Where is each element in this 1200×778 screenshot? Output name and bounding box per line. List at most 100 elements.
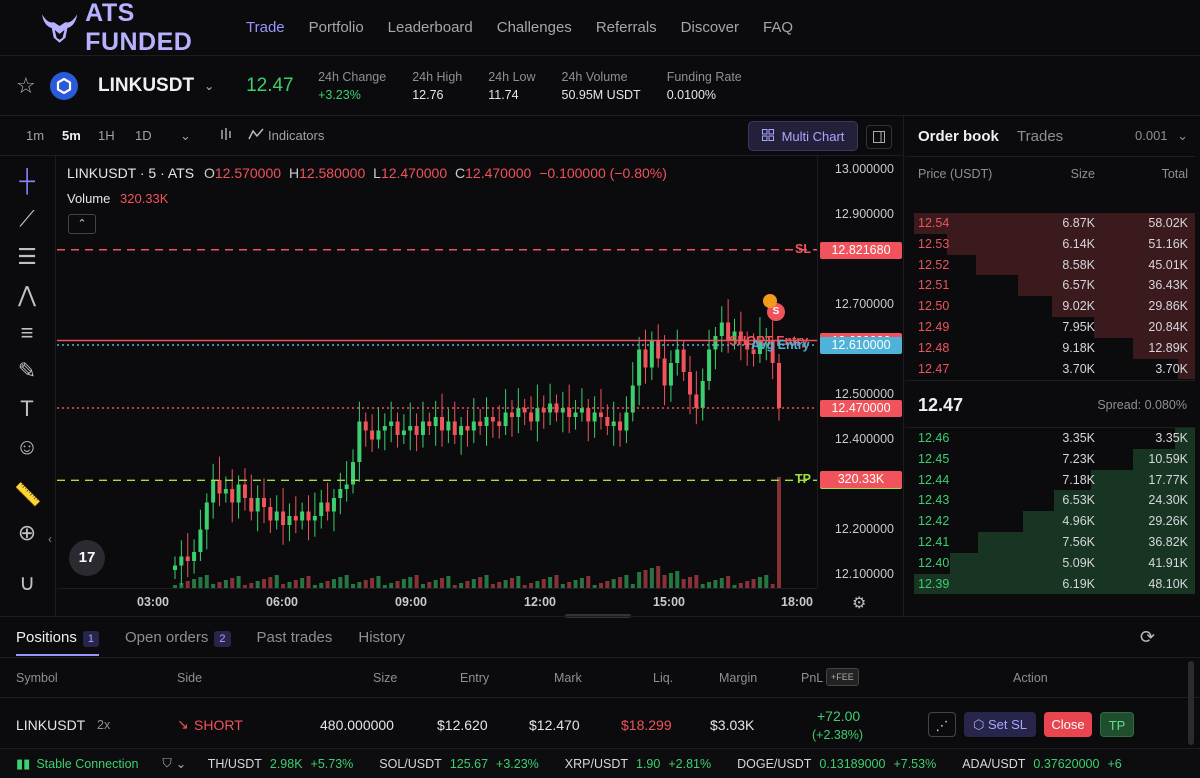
chart-type-icon[interactable] bbox=[220, 127, 248, 144]
ticker-item[interactable]: ADA/USDT 0.37620000 +6 bbox=[962, 757, 1122, 771]
pattern-icon[interactable]: ⋀ bbox=[17, 282, 37, 307]
chevron-down-icon[interactable]: ⌄ bbox=[175, 757, 187, 771]
ticker-item[interactable]: DOGE/USDT 0.13189000 +7.53% bbox=[737, 757, 936, 771]
indicators-button[interactable]: Indicators bbox=[268, 128, 325, 143]
tab-history[interactable]: History bbox=[358, 629, 405, 656]
candle bbox=[344, 461, 349, 588]
horizontal-lines-icon[interactable]: ☰ bbox=[17, 244, 37, 269]
brand-logo[interactable]: ATS FUNDED bbox=[40, 0, 246, 57]
interval-1H[interactable]: 1H bbox=[98, 128, 115, 143]
ruler-icon[interactable]: 📏 bbox=[14, 482, 42, 507]
fib-icon[interactable]: ≡ bbox=[20, 320, 34, 345]
chevron-down-icon[interactable]: ⌄ bbox=[180, 127, 191, 143]
bid-row[interactable]: 12.46 3.35K 3.35K bbox=[905, 428, 1195, 449]
trendline-icon[interactable]: ⟋ bbox=[19, 206, 35, 231]
bid-price: 12.45 bbox=[918, 451, 950, 466]
ticker-price: 0.13189000 bbox=[819, 756, 886, 771]
candle bbox=[586, 399, 591, 588]
precision-select[interactable]: 0.001 ⌄ bbox=[1135, 128, 1188, 144]
collapse-legend-icon[interactable]: ⌃ bbox=[68, 214, 96, 234]
candle bbox=[281, 488, 286, 588]
share-button[interactable]: ⋰ bbox=[928, 712, 956, 737]
symbol-selector[interactable]: LINKUSDT bbox=[98, 74, 195, 96]
tab-order-book[interactable]: Order book bbox=[918, 128, 999, 145]
ask-row[interactable]: 12.49 7.95K 20.84K bbox=[905, 317, 1195, 338]
tp-button[interactable]: TP bbox=[1100, 712, 1134, 737]
ask-row[interactable]: 12.51 6.57K 36.43K bbox=[905, 275, 1195, 297]
stat-value: 0.0100% bbox=[666, 87, 717, 102]
stat-label: 24h Low bbox=[488, 69, 536, 84]
refresh-icon[interactable]: ⟳ bbox=[1140, 627, 1156, 647]
multi-chart-button[interactable]: Multi Chart bbox=[748, 121, 858, 151]
magnet-icon[interactable]: ∪ bbox=[18, 570, 36, 595]
interval-5m[interactable]: 5m bbox=[62, 128, 81, 143]
filter-icon[interactable]: ⛉ bbox=[162, 756, 172, 770]
tab-positions[interactable]: Positions 1 bbox=[16, 629, 99, 656]
candle bbox=[516, 388, 521, 588]
text-tool-icon[interactable]: T bbox=[20, 396, 34, 421]
stat-value: 11.74 bbox=[488, 87, 519, 102]
depth-bar bbox=[913, 573, 1195, 595]
depth-bar bbox=[1023, 511, 1195, 532]
fee-toggle[interactable]: +FEE bbox=[826, 668, 859, 686]
bid-row[interactable]: 12.41 7.56K 36.82K bbox=[905, 532, 1195, 553]
nav-leaderboard[interactable]: Leaderboard bbox=[387, 19, 473, 36]
stat-label: 24h High bbox=[412, 69, 463, 84]
ask-row[interactable]: 12.52 8.58K 45.01K bbox=[905, 254, 1195, 276]
candle bbox=[509, 399, 514, 588]
star-icon[interactable]: ☆ bbox=[16, 72, 36, 98]
nav-faq[interactable]: FAQ bbox=[763, 19, 794, 36]
price-chart[interactable]: LINKUSDT · 5 · ATS O12.570000 H12.580000… bbox=[57, 156, 817, 588]
price-tick: 12.900000 bbox=[834, 206, 894, 221]
zoom-in-icon[interactable]: ⊕ bbox=[17, 520, 37, 545]
nav-referrals[interactable]: Referrals bbox=[595, 19, 657, 36]
ask-row[interactable]: 12.50 9.02K 29.86K bbox=[905, 296, 1195, 317]
bid-row[interactable]: 12.40 5.09K 41.91K bbox=[905, 552, 1195, 574]
ask-row[interactable]: 12.53 6.14K 51.16K bbox=[905, 233, 1195, 255]
nav-trade[interactable]: Trade bbox=[246, 19, 285, 36]
candle bbox=[592, 396, 597, 588]
stat-label: Funding Rate bbox=[666, 69, 742, 84]
nav-challenges[interactable]: Challenges bbox=[496, 19, 572, 36]
bid-row[interactable]: 12.44 7.18K 17.77K bbox=[905, 469, 1195, 491]
crosshair-icon[interactable]: ┼ bbox=[19, 168, 35, 193]
tab-past-trades[interactable]: Past trades bbox=[257, 629, 333, 656]
tab-open-orders[interactable]: Open orders 2 bbox=[125, 629, 231, 656]
chevron-down-icon[interactable]: ⌄ bbox=[204, 78, 215, 93]
bid-row[interactable]: 12.42 4.96K 29.26K bbox=[905, 511, 1195, 532]
ticker-item[interactable]: XRP/USDT 1.90 +2.81% bbox=[565, 757, 711, 771]
nav-discover[interactable]: Discover bbox=[680, 19, 740, 36]
collapse-toolbar-icon[interactable]: ‹ bbox=[48, 532, 52, 546]
tradingview-logo-icon[interactable]: 17 bbox=[69, 540, 105, 576]
ask-row[interactable]: 12.47 3.70K 3.70K bbox=[905, 358, 1195, 380]
candle bbox=[605, 404, 610, 588]
indicators-icon[interactable] bbox=[248, 127, 268, 144]
ask-row[interactable]: 12.54 6.87K 58.02K bbox=[905, 213, 1195, 234]
tab-trades[interactable]: Trades bbox=[1017, 128, 1064, 145]
bid-row[interactable]: 12.43 6.53K 24.30K bbox=[905, 490, 1195, 512]
set-sl-button[interactable]: ⬡ Set SL bbox=[964, 712, 1036, 737]
close-position-button[interactable]: Close bbox=[1044, 712, 1092, 737]
tp-label: TP bbox=[795, 472, 811, 487]
nav-portfolio[interactable]: Portfolio bbox=[308, 19, 364, 36]
ask-size: 9.18K bbox=[1062, 340, 1095, 355]
scrollbar[interactable] bbox=[1188, 661, 1194, 745]
interval-1D[interactable]: 1D bbox=[135, 128, 152, 143]
ticker-item[interactable]: TH/USDT 2.98K +5.73% bbox=[208, 757, 354, 771]
set-sl-label: Set SL bbox=[987, 717, 1027, 732]
ticker-item[interactable]: SOL/USDT 125.67 +3.23% bbox=[379, 757, 539, 771]
panel-toggle-icon[interactable] bbox=[866, 125, 892, 149]
stat-value: 50.95M USDT bbox=[561, 87, 641, 102]
bid-row[interactable]: 12.39 6.19K 48.10K bbox=[905, 573, 1195, 595]
alert-marker-icon[interactable] bbox=[763, 294, 777, 308]
ask-row[interactable]: 12.48 9.18K 12.89K bbox=[905, 337, 1195, 359]
brush-icon[interactable]: ✎ bbox=[17, 358, 37, 383]
chart-settings-icon[interactable]: ⚙ bbox=[852, 595, 867, 612]
bid-row[interactable]: 12.45 7.23K 10.59K bbox=[905, 448, 1195, 470]
col-mark: Mark bbox=[554, 671, 582, 685]
ask-total: 29.86K bbox=[1148, 299, 1188, 314]
candle bbox=[484, 397, 489, 588]
tab-count-badge: 1 bbox=[82, 631, 99, 647]
emoji-icon[interactable]: ☺ bbox=[15, 434, 39, 459]
interval-1m[interactable]: 1m bbox=[26, 128, 45, 143]
